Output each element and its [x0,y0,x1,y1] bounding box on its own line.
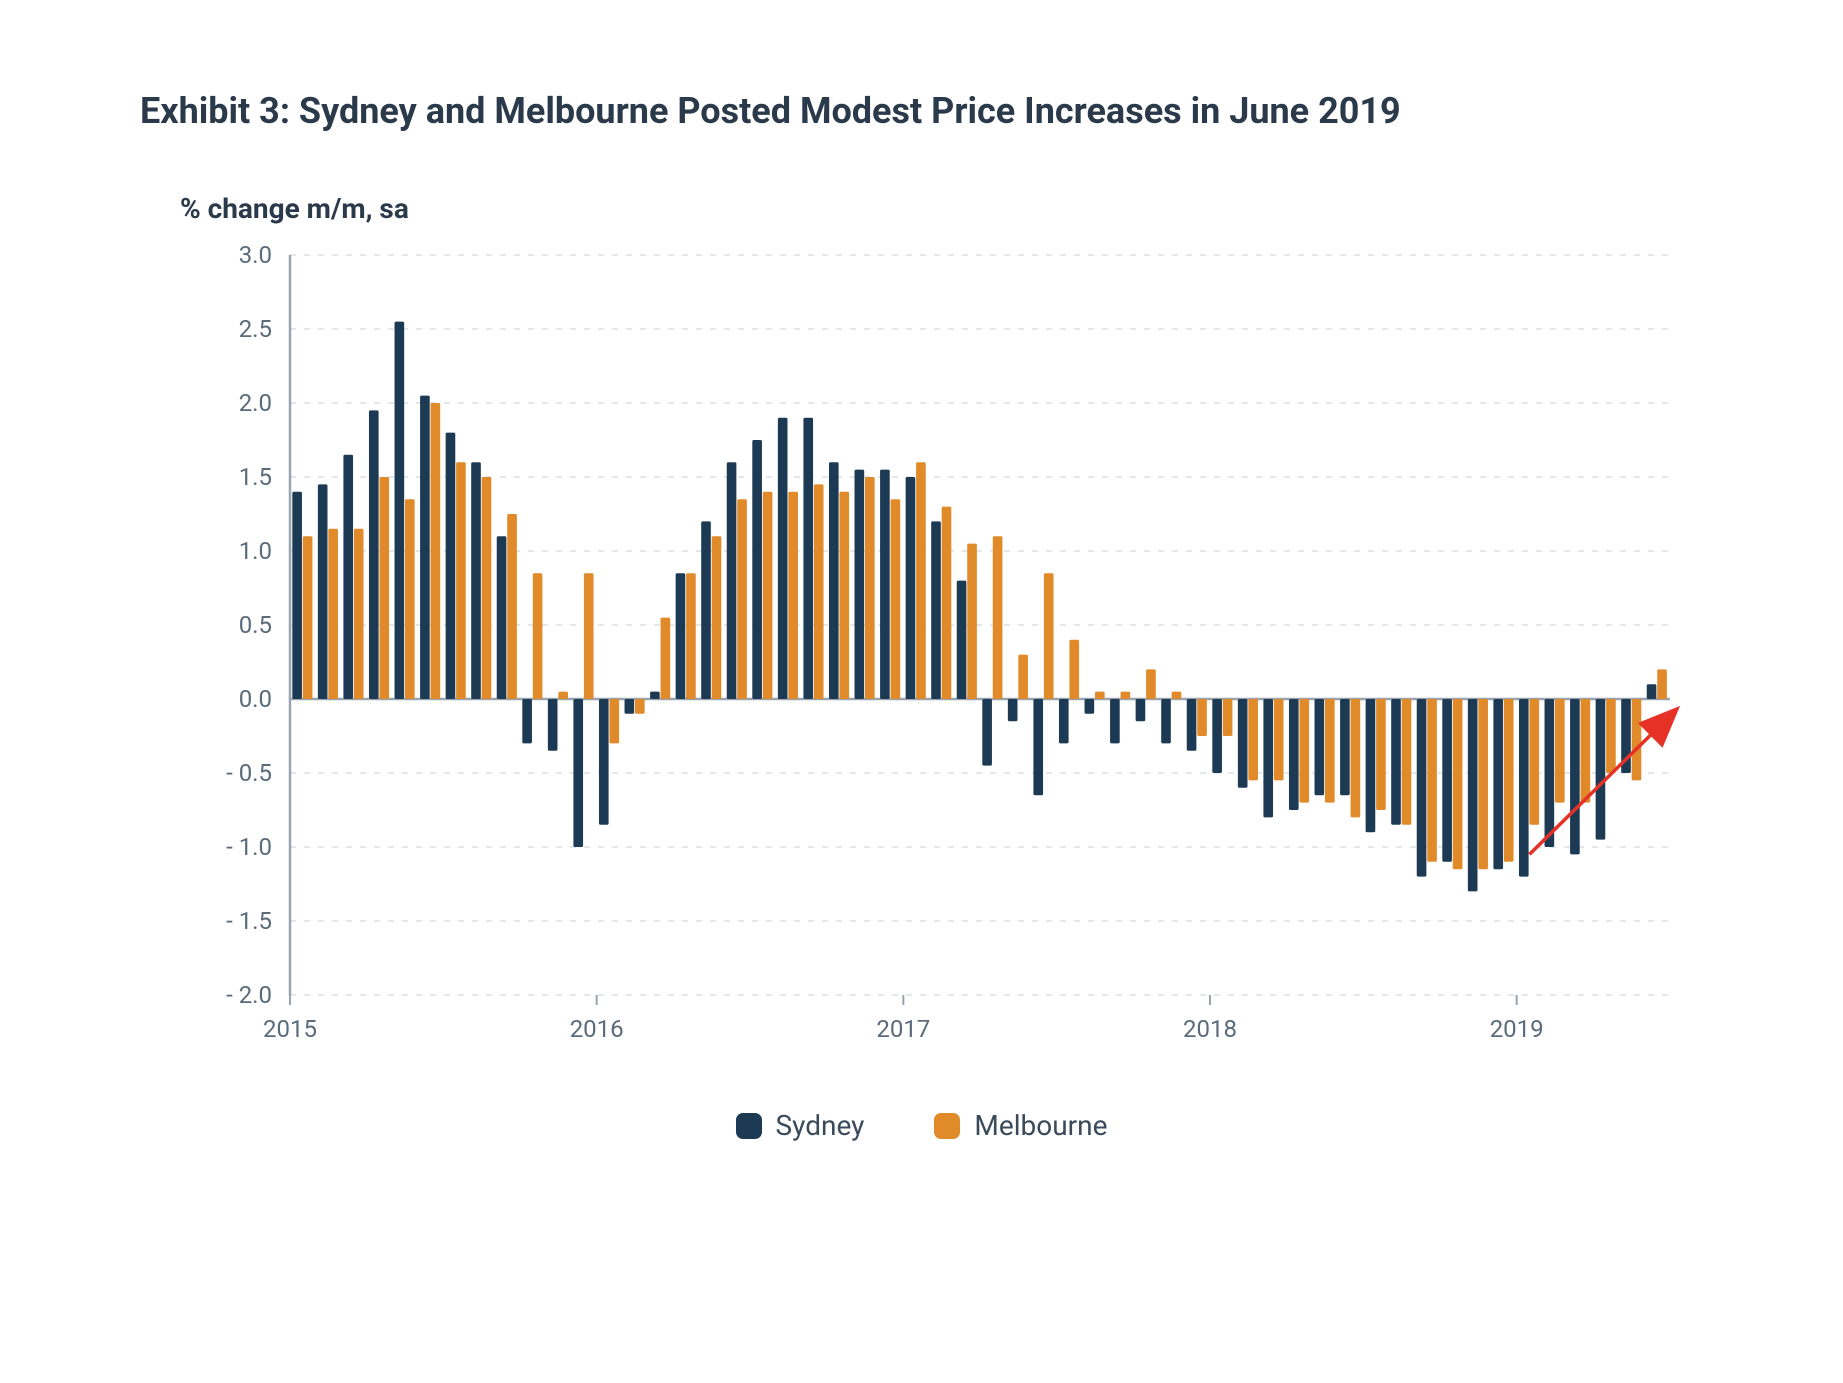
svg-text:1.5: 1.5 [239,463,272,491]
svg-text:- 1.0: - 1.0 [226,833,272,861]
chart-title: Exhibit 3: Sydney and Melbourne Posted M… [140,90,1703,132]
svg-text:2.5: 2.5 [239,315,272,343]
svg-text:0.0: 0.0 [239,685,272,713]
svg-text:2019: 2019 [1490,1015,1544,1043]
svg-text:- 2.0: - 2.0 [226,981,272,1009]
legend-label-melbourne: Melbourne [974,1109,1107,1142]
legend-item-melbourne: Melbourne [934,1109,1107,1142]
y-axis-label: % change m/m, sa [180,192,1703,225]
svg-text:1.0: 1.0 [239,537,272,565]
legend-label-sydney: Sydney [776,1109,865,1142]
legend-item-sydney: Sydney [736,1109,865,1142]
svg-text:2015: 2015 [263,1015,317,1043]
svg-text:0.5: 0.5 [239,611,272,639]
svg-text:- 0.5: - 0.5 [226,759,272,787]
svg-text:2018: 2018 [1183,1015,1237,1043]
svg-text:- 1.5: - 1.5 [226,907,272,935]
legend-swatch-sydney [736,1113,762,1139]
legend-swatch-melbourne [934,1113,960,1139]
legend: Sydney Melbourne [140,1109,1703,1142]
chart-container: - 2.0 - 1.5 - 1.0 - 0.5 0.0 0.5 1.0 1.5 2.0 2.5 3.… [180,245,1703,1069]
svg-text:2016: 2016 [570,1015,624,1043]
page: Exhibit 3: Sydney and Melbourne Posted M… [0,0,1843,1383]
bar-chart: - 2.0 - 1.5 - 1.0 - 0.5 0.0 0.5 1.0 1.5 2.0 2.5 3.… [180,245,1700,1065]
svg-text:3.0: 3.0 [239,245,272,269]
svg-text:2017: 2017 [876,1015,930,1043]
svg-text:2.0: 2.0 [239,389,272,417]
